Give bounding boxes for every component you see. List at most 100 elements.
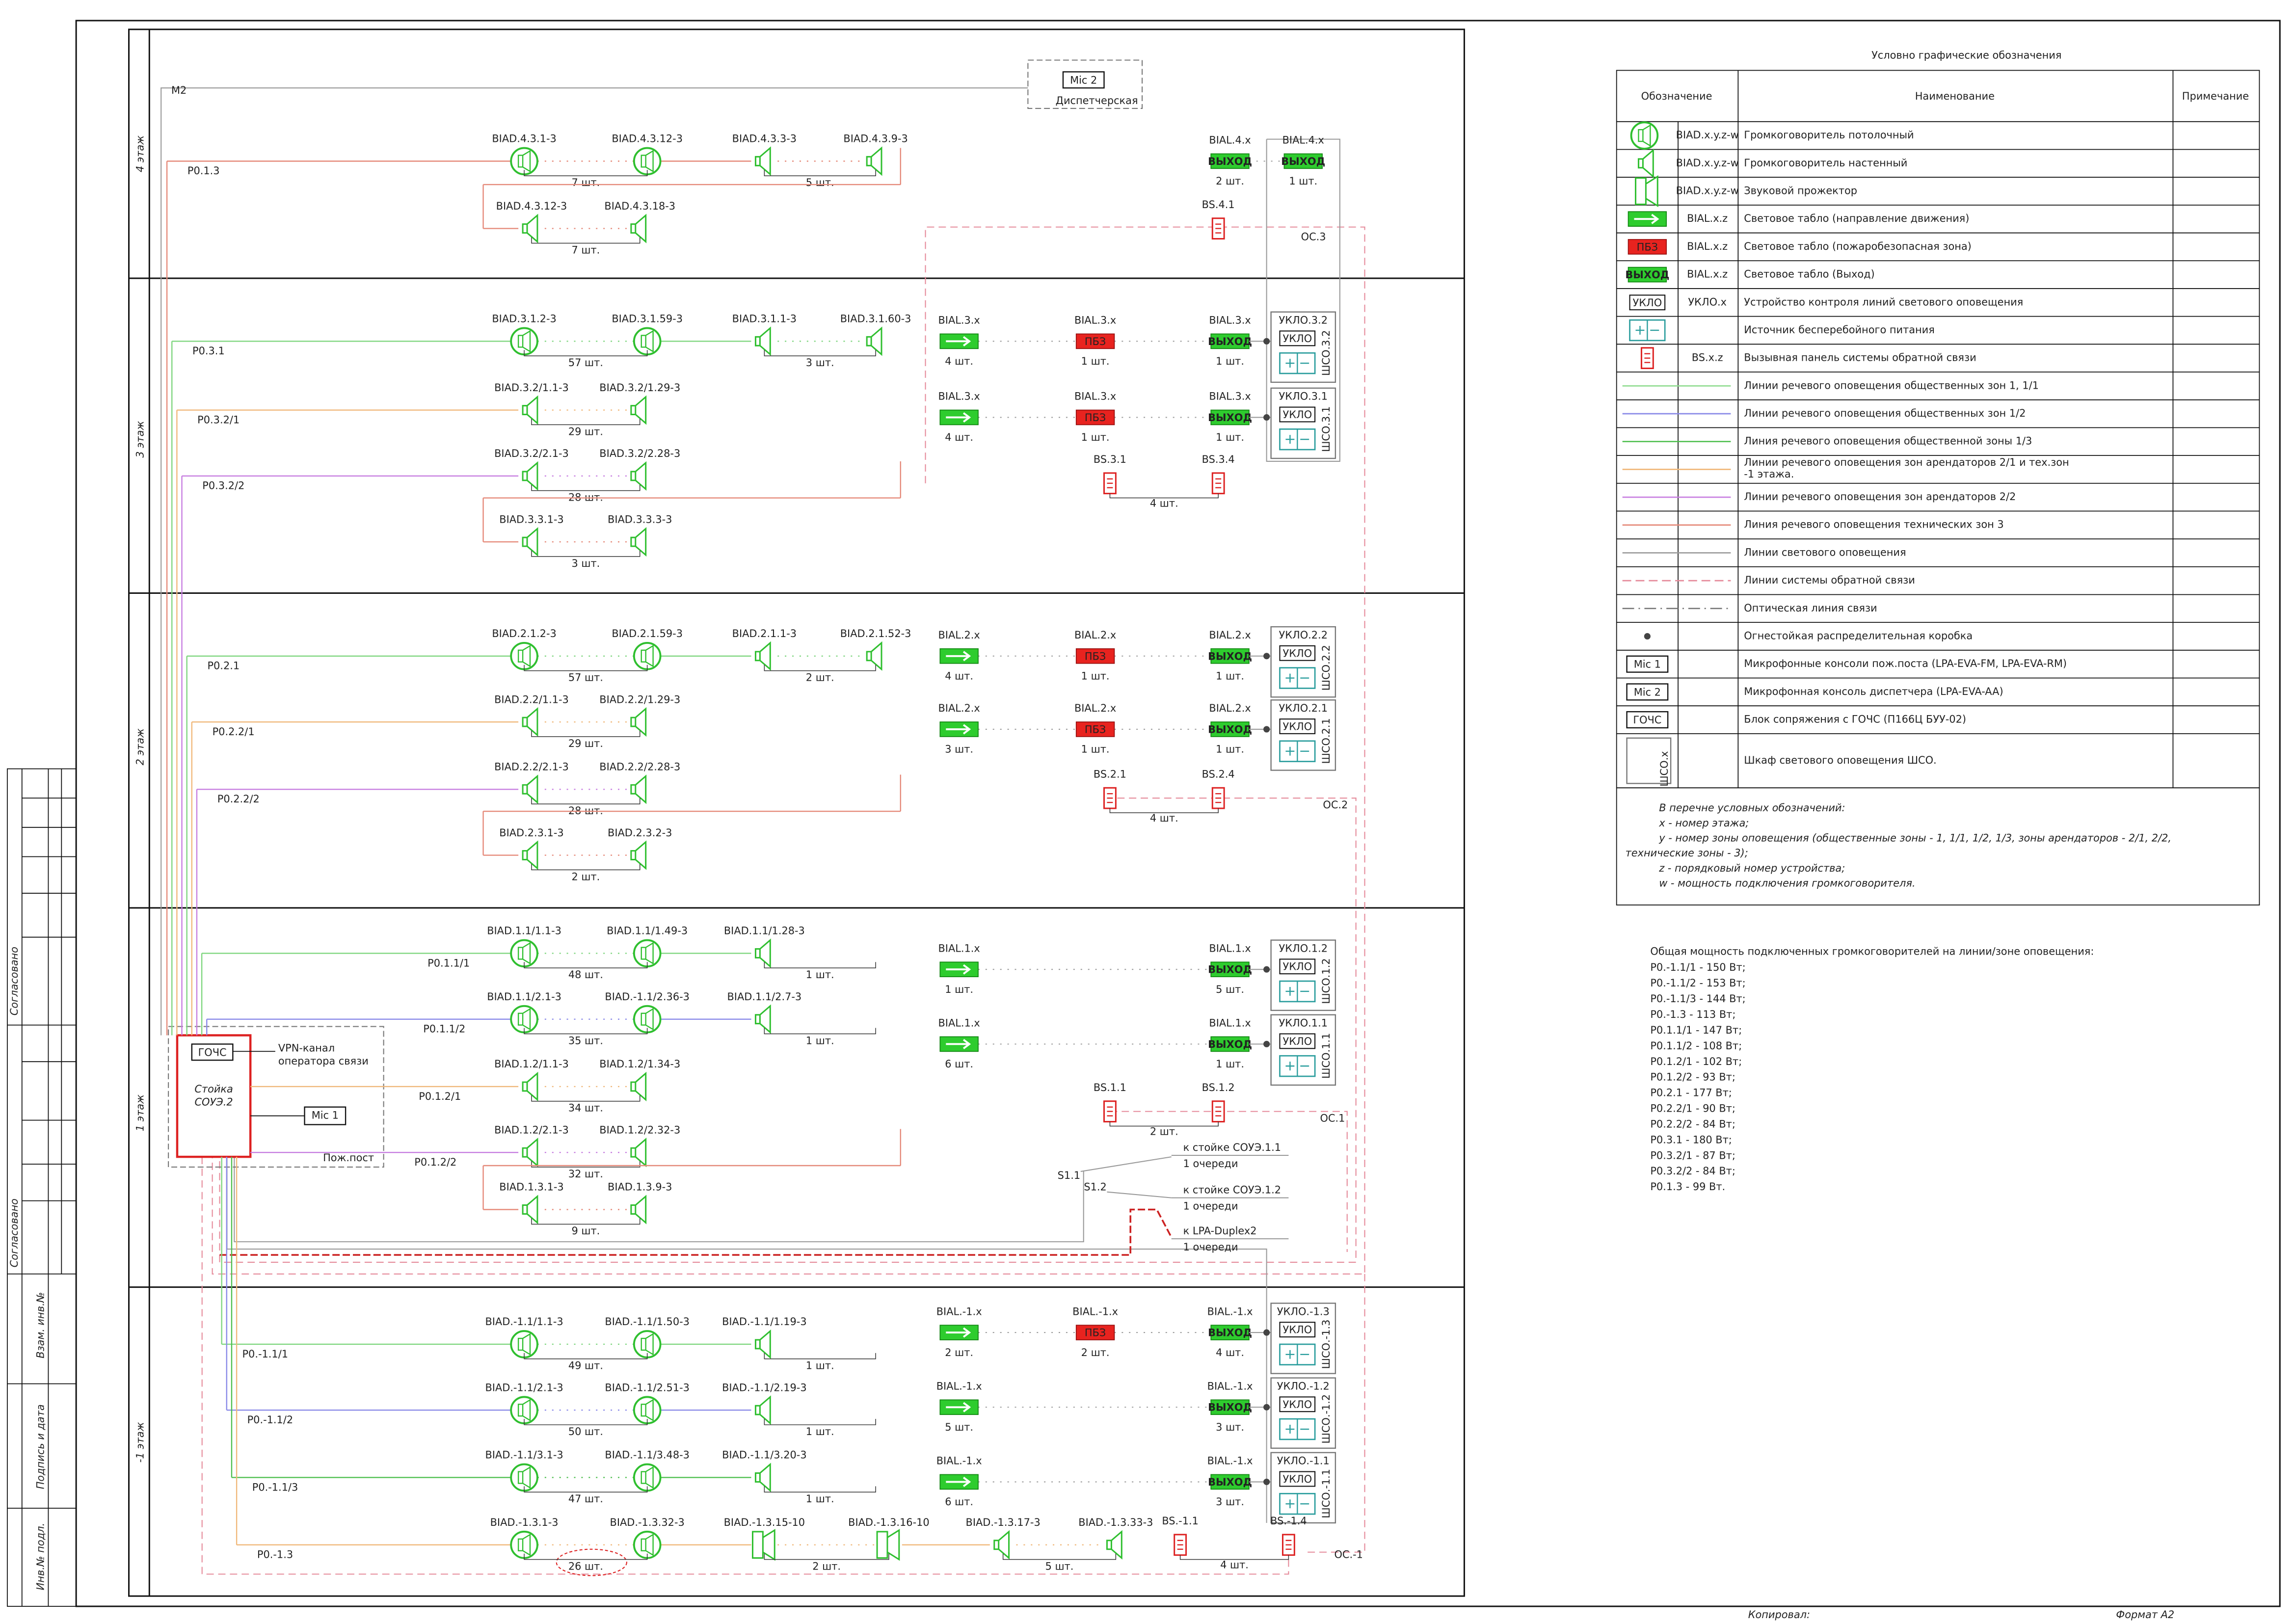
count-label: 1 шт. bbox=[1081, 744, 1110, 755]
link-line bbox=[1107, 1191, 1172, 1198]
wall-speaker bbox=[630, 1138, 647, 1168]
device-label: BIAD.1.2/2.32-3 bbox=[599, 1124, 680, 1136]
device-label: BIAD.-1.1/3.48-3 bbox=[605, 1449, 690, 1461]
light-label: BIAL.-1.x bbox=[936, 1305, 982, 1317]
cabinet-label: ШСО.3.2 bbox=[1320, 330, 1332, 376]
exit-text: ВЫХОД bbox=[1208, 1476, 1252, 1488]
count-label: 47 шт. bbox=[568, 1493, 603, 1505]
count-bracket bbox=[531, 1161, 641, 1168]
node-label: S1.2 bbox=[1084, 1181, 1106, 1193]
wall-speaker bbox=[630, 707, 647, 737]
power-line: P0.2.1 - 177 Вт; bbox=[1650, 1087, 1732, 1099]
ups-marks bbox=[1285, 741, 1309, 762]
count-label: 9 шт. bbox=[571, 1225, 600, 1237]
cabinet-label: ШСО.-1.1 bbox=[1320, 1469, 1332, 1518]
legend-name: -1 этажа. bbox=[1744, 468, 1794, 480]
light-label: BIAL.-1.x bbox=[1207, 1305, 1253, 1317]
panel-label: BS.-1.4 bbox=[1270, 1515, 1307, 1527]
legend-header: Примечание bbox=[2182, 90, 2249, 102]
device-label: BIAD.4.3.3-3 bbox=[732, 133, 797, 145]
count-label: 1 шт. bbox=[806, 1035, 834, 1046]
dispatch-room bbox=[1027, 59, 1143, 109]
ceiling-speaker-cone bbox=[641, 330, 654, 353]
count-label: 35 шт. bbox=[568, 1035, 603, 1046]
count-bracket bbox=[524, 1553, 648, 1560]
wall-speaker bbox=[754, 641, 771, 671]
wall-speaker bbox=[522, 527, 538, 557]
legend-note: y - номер зоны оповещения (общественные … bbox=[1658, 832, 2171, 844]
count-bracket bbox=[764, 962, 876, 968]
device-label: BIAD.1.2/2.1-3 bbox=[494, 1124, 569, 1136]
legend-name: Микрофонные консоли пож.поста (LPA-EVA-F… bbox=[1744, 658, 2067, 669]
light-label: BIAL.-1.x bbox=[1072, 1305, 1118, 1317]
count-label: 4 шт. bbox=[945, 431, 973, 443]
count-label: 1 шт. bbox=[1081, 431, 1110, 443]
uklo-text: УКЛО bbox=[1282, 1399, 1312, 1411]
count-label: 2 шт. bbox=[571, 871, 600, 882]
legend-frame bbox=[1616, 70, 2260, 905]
device-label: BIAD.2.3.2-3 bbox=[608, 827, 672, 839]
junction-box bbox=[1263, 414, 1270, 421]
legend-name: Источник бесперебойного питания bbox=[1744, 324, 1935, 336]
count-label: 5 шт. bbox=[1045, 1560, 1074, 1572]
power-line: P0.2.2/1 - 90 Вт; bbox=[1650, 1103, 1735, 1115]
count-bracket bbox=[531, 864, 641, 871]
wall-speaker bbox=[630, 1195, 647, 1225]
count-label: 7 шт. bbox=[571, 244, 600, 256]
mic1-box bbox=[304, 1106, 347, 1125]
light-label: BIAL.2.x bbox=[938, 702, 980, 714]
cabinet bbox=[1626, 737, 1672, 784]
junction-box bbox=[1263, 338, 1270, 345]
legend-code: Mic 1 bbox=[1634, 659, 1661, 670]
exit-sign bbox=[1210, 153, 1250, 169]
link-label: к LPA-Duplex2 bbox=[1183, 1225, 1257, 1237]
count-bracket bbox=[524, 1028, 648, 1035]
count-label: 5 шт. bbox=[806, 177, 834, 188]
direction-arrow bbox=[946, 1402, 971, 1412]
count-bracket bbox=[524, 1419, 648, 1425]
gochs-label: ГОЧС bbox=[198, 1046, 227, 1058]
fire-post bbox=[168, 1026, 384, 1168]
uklo-text: УКЛО bbox=[1282, 333, 1312, 345]
call-panel-keys bbox=[1285, 1540, 1292, 1550]
uklo-text: УКЛО bbox=[1282, 647, 1312, 659]
mic2-box bbox=[1062, 71, 1105, 89]
cabinet-label: ШСО.1.1 bbox=[1320, 1033, 1332, 1079]
link-label: к стойке СОУЭ.1.1 bbox=[1183, 1142, 1281, 1153]
count-bracket bbox=[524, 1353, 648, 1359]
wall-speaker bbox=[754, 1004, 771, 1034]
legend-code: ГОЧС bbox=[1633, 714, 1661, 726]
uklo-label: УКЛО.1.2 bbox=[1279, 942, 1328, 954]
uklo-box bbox=[1279, 958, 1316, 975]
junction-box bbox=[1263, 1040, 1270, 1047]
ceiling-speaker bbox=[1630, 121, 1659, 150]
count-bracket bbox=[1109, 493, 1219, 499]
ceiling-speaker-cone bbox=[641, 942, 654, 965]
count-label: 1 шт. bbox=[1216, 355, 1244, 367]
device-label: BIAD.3.3.3-3 bbox=[608, 513, 672, 525]
count-label: 1 шт. bbox=[1216, 744, 1244, 755]
device-label: BIAD.3.1.1-3 bbox=[732, 313, 797, 325]
sound-projector bbox=[876, 1529, 900, 1561]
device-label: BIAD.1.1/1.49-3 bbox=[607, 925, 688, 937]
count-bracket bbox=[524, 962, 648, 968]
legend-name: Шкаф светового оповещения ШСО. bbox=[1744, 754, 1936, 766]
count-bracket bbox=[524, 170, 648, 176]
wall-speaker bbox=[630, 527, 647, 557]
count-bracket bbox=[524, 350, 648, 356]
device-label: BIAD.2.2/2.1-3 bbox=[494, 761, 569, 773]
device-label: BIAD.3.2/1.1-3 bbox=[494, 382, 569, 394]
device-label: BIAD.3.1.59-3 bbox=[612, 313, 683, 325]
count-bracket bbox=[531, 1218, 641, 1225]
loop-label: ОС.3 bbox=[1301, 231, 1326, 243]
count-label: 1 шт. bbox=[1216, 670, 1244, 682]
count-label: 57 шт. bbox=[568, 672, 603, 684]
device-label: BIAD.-1.1/2.1-3 bbox=[485, 1382, 563, 1393]
count-bracket bbox=[1109, 1121, 1219, 1127]
wall-speaker bbox=[1637, 148, 1654, 178]
side-label: Согласовано bbox=[8, 947, 20, 1015]
device-label: BIAD.2.2/2.28-3 bbox=[599, 761, 680, 773]
wall-speaker bbox=[993, 1530, 1010, 1560]
device-label: BIAD.-1.1/1.19-3 bbox=[722, 1316, 807, 1328]
count-bracket bbox=[531, 484, 641, 491]
